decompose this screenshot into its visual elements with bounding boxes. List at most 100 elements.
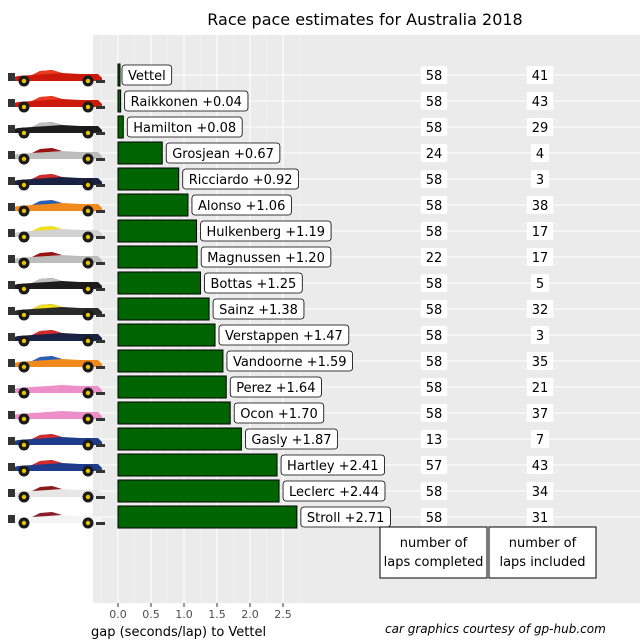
bar-label-text: Verstappen +1.47 <box>225 329 343 344</box>
car-front-wing <box>96 496 105 499</box>
bar <box>117 297 210 321</box>
car-front-wing <box>96 262 105 265</box>
car-front-wing <box>96 366 105 369</box>
bar <box>117 141 163 165</box>
car-stripe <box>32 174 62 179</box>
laps-included-cell: 35 <box>526 352 554 370</box>
laps-completed-cell: 58 <box>420 404 448 422</box>
count-box <box>420 456 448 474</box>
laps-completed-cell: 22 <box>420 248 448 266</box>
count-text: 31 <box>532 511 549 526</box>
lap-counts-group: 5858582458585822585858585858135758584143… <box>420 66 554 526</box>
bar-label-text: Vettel <box>128 69 166 84</box>
bar-label: Leclerc +2.44 <box>282 480 386 502</box>
bar <box>117 219 198 243</box>
laps-included-cell: 29 <box>526 118 554 136</box>
car-body <box>10 486 102 497</box>
bar-label: Perez +1.64 <box>229 376 322 398</box>
bar-label: Magnussen +1.20 <box>200 246 332 268</box>
count-text: 58 <box>426 69 443 84</box>
car-wheel-hub <box>85 260 91 266</box>
car-stripe <box>32 434 62 439</box>
car-rear-wing <box>8 177 15 185</box>
count-box <box>530 430 550 448</box>
car-body <box>10 408 102 419</box>
laps-included-cell: 17 <box>526 248 554 266</box>
car-rear-wing <box>8 411 15 419</box>
car-body <box>10 252 102 263</box>
car-front-wing <box>96 392 105 395</box>
count-text: 58 <box>426 303 443 318</box>
bar-label-text: Sainz +1.38 <box>219 303 298 318</box>
car-body <box>10 382 102 393</box>
count-box <box>526 508 554 526</box>
count-box <box>420 196 448 214</box>
car-rear-wing <box>8 437 15 445</box>
count-text: 22 <box>426 251 443 266</box>
count-text: 58 <box>426 355 443 370</box>
bar <box>117 167 180 191</box>
column-header-line2: laps completed <box>384 555 484 570</box>
car-front-wing <box>96 210 105 213</box>
bar-label: Alonso +1.06 <box>191 194 292 216</box>
laps-completed-cell: 58 <box>420 118 448 136</box>
bar-label: Sainz +1.38 <box>212 298 305 320</box>
count-text: 24 <box>426 147 443 162</box>
column-header-line1: number of <box>400 536 468 551</box>
car-front-wing <box>96 184 105 187</box>
bar-label-text: Bottas +1.25 <box>211 277 297 292</box>
car-front-wing <box>96 80 105 83</box>
car-wheel-hub <box>85 130 91 136</box>
bar-label-box <box>280 454 385 476</box>
column-header: number of laps included <box>488 526 597 579</box>
laps-completed-cell: 58 <box>420 66 448 84</box>
car-icon <box>8 408 105 425</box>
car-icon <box>8 200 105 217</box>
car-rear-wing <box>8 333 15 341</box>
x-tick-label: 0.0 <box>109 608 127 621</box>
chart-title: Race pace estimates for Australia 2018 <box>207 10 522 29</box>
car-rear-wing <box>8 463 15 471</box>
car-stripe <box>32 512 62 517</box>
car-body <box>10 434 102 445</box>
car-rear-wing <box>8 307 15 315</box>
bar-label-box <box>212 298 305 320</box>
car-wheel-hub <box>21 182 27 188</box>
car-wheel-hub <box>21 104 27 110</box>
count-text: 21 <box>532 381 549 396</box>
bar-label-box <box>282 480 386 502</box>
car-icon <box>8 278 105 295</box>
car-front-wing <box>96 470 105 473</box>
bar-label-text: Stroll +2.71 <box>307 511 385 526</box>
car-body <box>10 512 102 523</box>
x-ticks-group: 0.0 0.5 1.0 1.5 2.0 2.5 <box>109 603 292 621</box>
car-wheel-hub <box>21 364 27 370</box>
count-text: 17 <box>532 251 549 266</box>
bar-label-text: Ricciardo +0.92 <box>189 173 293 188</box>
car-wheel-hub <box>21 286 27 292</box>
laps-included-cell: 7 <box>530 430 550 448</box>
car-wheel-hub <box>85 312 91 318</box>
x-axis-label: gap (seconds/lap) to Vettel <box>91 625 266 640</box>
car-wheel-hub <box>21 442 27 448</box>
bar-label-text: Gasly +1.87 <box>251 433 331 448</box>
car-body <box>10 330 102 341</box>
bar-label-text: Grosjean +0.67 <box>172 147 274 162</box>
bar-label: Hartley +2.41 <box>280 454 385 476</box>
bar-label-text: Magnussen +1.20 <box>207 251 325 266</box>
x-tick-label: 2.5 <box>274 608 292 621</box>
car-stripe <box>32 200 62 205</box>
bar-label-box <box>245 428 338 450</box>
count-box <box>420 222 448 240</box>
car-body <box>10 200 102 211</box>
count-text: 17 <box>532 225 549 240</box>
count-text: 58 <box>426 407 443 422</box>
car-wheel-hub <box>85 78 91 84</box>
car-wheel-hub <box>21 78 27 84</box>
bar-label: Grosjean +0.67 <box>165 142 281 164</box>
car-wheel-hub <box>21 468 27 474</box>
count-box <box>420 274 448 292</box>
bar-label-box <box>200 246 332 268</box>
column-header-line2: laps included <box>499 555 585 570</box>
bar-label: Raikkonen +0.04 <box>124 90 249 112</box>
